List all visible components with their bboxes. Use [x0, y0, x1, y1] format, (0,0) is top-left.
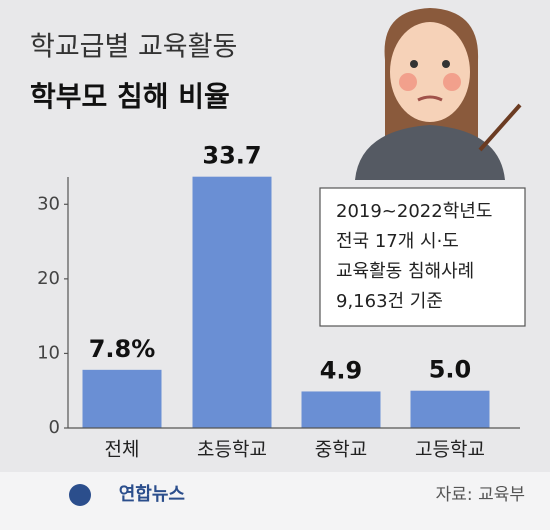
annotation-line: 전국 17개 시·도	[336, 231, 459, 252]
value-label: 7.8%	[89, 335, 156, 363]
footer-band	[0, 472, 550, 530]
bar	[82, 369, 162, 428]
y-tick-label: 10	[37, 342, 60, 363]
x-tick-label: 전체	[105, 439, 140, 461]
x-tick-label: 초등학교	[197, 439, 267, 461]
annotation-line: 2019~2022학년도	[336, 201, 492, 222]
y-tick-label: 30	[37, 193, 60, 214]
chart-title: 학교급별 교육활동	[30, 32, 237, 63]
y-tick-label: 0	[49, 417, 60, 438]
bar	[192, 176, 272, 428]
bar	[410, 390, 490, 428]
source: 자료: 교육부	[436, 485, 525, 505]
logo-icon	[69, 484, 91, 506]
y-tick-label: 20	[37, 268, 60, 289]
chart-subtitle: 학부모 침해 비율	[30, 80, 230, 113]
annotation-line: 9,163건 기준	[336, 291, 443, 312]
illustration	[355, 8, 522, 180]
x-tick-label: 중학교	[315, 439, 367, 461]
bar	[301, 391, 381, 428]
annotation-line: 교육활동 침해사례	[336, 261, 474, 282]
logo: 연합뉴스	[119, 483, 185, 505]
annotation-box	[319, 187, 526, 327]
value-label: 5.0	[429, 356, 472, 384]
value-label: 4.9	[320, 356, 363, 384]
value-label: 33.7	[202, 142, 261, 170]
x-tick-label: 고등학교	[415, 439, 485, 461]
